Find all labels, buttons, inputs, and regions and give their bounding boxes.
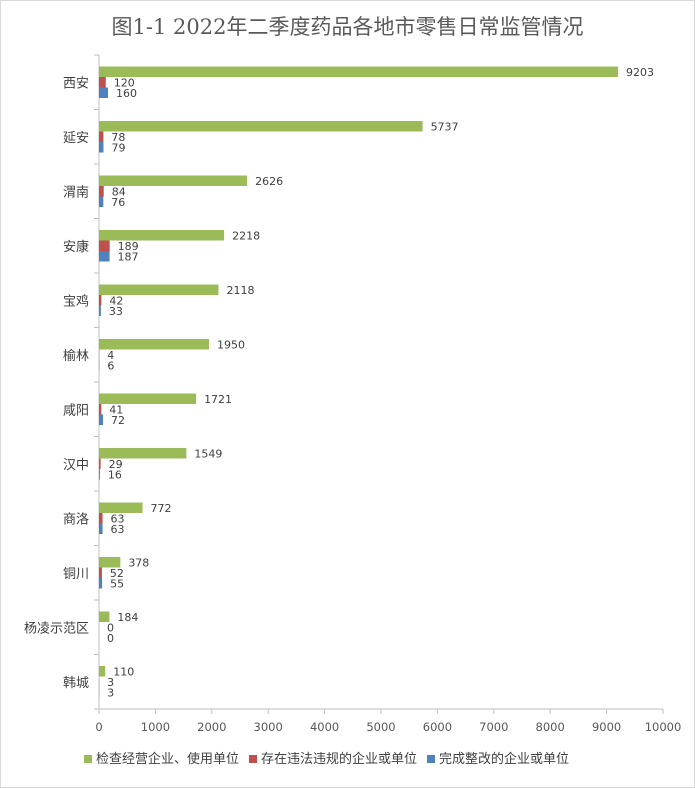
- bar: [99, 251, 110, 262]
- legend-label: 完成整改的企业或单位: [439, 751, 569, 767]
- category-label: 韩城: [63, 676, 89, 691]
- bar: [99, 175, 248, 186]
- data-label: 29: [109, 458, 123, 471]
- data-label: 1950: [217, 339, 245, 352]
- legend-swatch: [249, 755, 258, 763]
- x-tick-label: 7000: [479, 720, 508, 734]
- bar: [99, 77, 106, 88]
- data-label: 9203: [626, 66, 654, 79]
- data-label: 378: [128, 557, 149, 570]
- bar: [99, 305, 101, 316]
- data-label: 79: [111, 142, 125, 155]
- data-label: 2626: [255, 175, 283, 188]
- data-label: 84: [112, 186, 126, 199]
- x-tick-label: 0: [95, 720, 102, 734]
- category-label: 咸阳: [63, 403, 89, 418]
- data-label: 0: [107, 632, 114, 645]
- bar: [99, 567, 102, 578]
- x-tick-label: 2000: [197, 720, 226, 734]
- data-label: 42: [109, 295, 123, 308]
- data-label: 2118: [226, 284, 254, 297]
- chart-title: 图1-1 2022年二季度药品各地市零售日常监管情况: [111, 15, 584, 39]
- bar: [99, 502, 143, 513]
- x-tick-label: 1000: [141, 720, 170, 734]
- x-tick-label: 4000: [310, 720, 339, 734]
- x-tick-label: 8000: [536, 720, 565, 734]
- bar: [99, 142, 104, 153]
- data-label: 3: [107, 687, 114, 700]
- data-label: 1721: [204, 393, 232, 406]
- data-label: 187: [118, 251, 139, 264]
- data-label: 120: [114, 77, 135, 90]
- bar: [99, 186, 104, 197]
- category-label: 榆林: [63, 349, 89, 364]
- bar: [99, 611, 110, 622]
- bar: [99, 578, 103, 589]
- data-label: 772: [151, 502, 172, 515]
- category-label: 延安: [63, 131, 89, 146]
- data-label: 63: [111, 523, 125, 536]
- bar: [99, 230, 225, 241]
- bar: [99, 66, 619, 77]
- category-label: 商洛: [63, 512, 89, 527]
- category-label: 杨凌示范区: [24, 621, 89, 636]
- bar: [99, 513, 103, 524]
- category-label: 铜川: [63, 567, 89, 582]
- legend-label: 检查经营企业、使用单位: [96, 751, 239, 767]
- bar: [99, 404, 102, 415]
- data-label: 5737: [431, 121, 459, 134]
- data-label: 6: [107, 360, 114, 373]
- bar: [99, 393, 197, 404]
- data-label: 16: [108, 469, 122, 482]
- x-tick-label: 6000: [423, 720, 452, 734]
- data-label: 1549: [194, 448, 222, 461]
- x-tick-label: 9000: [592, 720, 621, 734]
- bar: [99, 196, 104, 207]
- bar: [99, 87, 109, 98]
- category-label: 宝鸡: [63, 293, 89, 309]
- category-label: 西安: [63, 76, 89, 91]
- bar: [99, 469, 100, 480]
- bar: [99, 240, 110, 251]
- data-label: 52: [110, 567, 124, 580]
- data-label: 55: [110, 578, 124, 591]
- legend-swatch: [427, 755, 436, 763]
- data-label: 3: [107, 676, 114, 689]
- data-label: 78: [111, 131, 125, 144]
- bar: [99, 458, 101, 469]
- data-label: 160: [116, 87, 137, 100]
- data-label: 76: [111, 196, 125, 209]
- data-label: 2218: [232, 230, 260, 243]
- bar: [99, 414, 104, 425]
- category-label: 渭南: [63, 184, 89, 200]
- bar: [99, 666, 106, 677]
- data-label: 184: [117, 611, 138, 624]
- category-label: 汉中: [63, 458, 89, 473]
- data-label: 33: [109, 305, 123, 318]
- bar: [99, 557, 121, 568]
- x-tick-label: 3000: [254, 720, 283, 734]
- legend-label: 存在违法违规的企业或单位: [261, 751, 417, 767]
- data-label: 110: [113, 666, 134, 679]
- x-tick-label: 10000: [645, 720, 682, 734]
- category-label: 安康: [63, 239, 89, 255]
- data-label: 63: [111, 513, 125, 526]
- data-label: 189: [118, 240, 139, 253]
- bar: [99, 121, 423, 132]
- bar: [99, 131, 104, 142]
- data-label: 41: [109, 404, 123, 417]
- bar: [99, 284, 219, 295]
- x-tick-label: 5000: [366, 720, 395, 734]
- data-label: 4: [107, 349, 114, 362]
- legend-swatch: [84, 755, 92, 763]
- bar: [99, 339, 209, 350]
- data-label: 72: [111, 414, 125, 427]
- bar: [99, 448, 187, 459]
- bar: [99, 295, 102, 306]
- bar: [99, 523, 103, 534]
- data-label: 0: [107, 622, 114, 635]
